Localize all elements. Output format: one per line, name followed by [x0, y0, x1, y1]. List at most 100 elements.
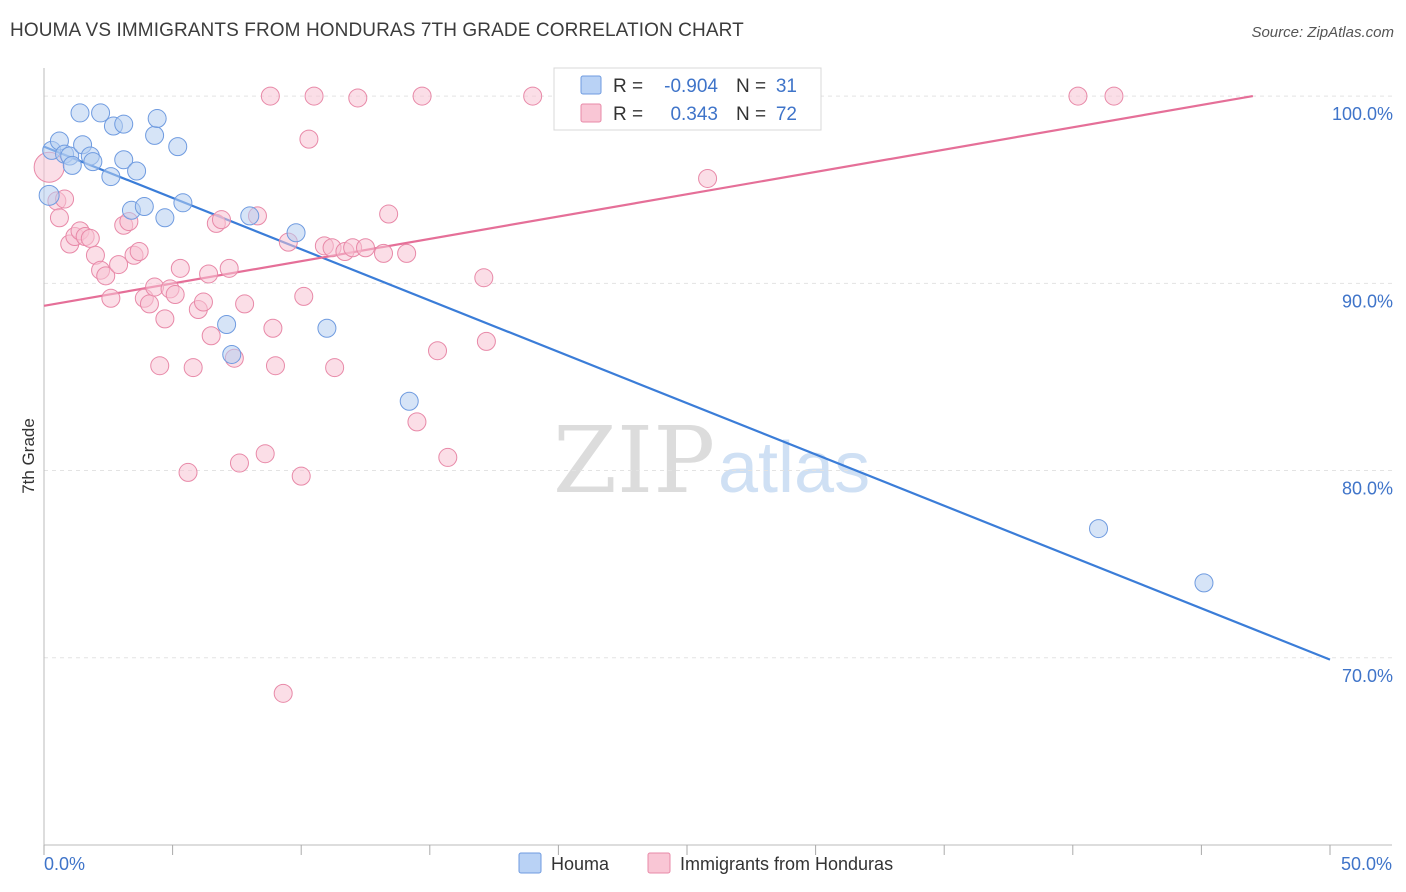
honduras-point — [374, 243, 394, 263]
houma-point — [101, 167, 121, 187]
houma-point — [134, 197, 154, 217]
honduras-point — [101, 288, 121, 308]
honduras-point — [219, 258, 239, 278]
houma-points — [38, 103, 1214, 593]
honduras-point — [304, 86, 324, 106]
y-axis-label: 7th Grade — [19, 418, 38, 494]
houma-point — [317, 318, 337, 338]
honduras-point — [155, 309, 175, 329]
honduras-point — [263, 318, 283, 338]
legend-r-label-houma: R = — [613, 76, 643, 97]
honduras-point — [294, 286, 314, 306]
bottom-legend-swatch-honduras — [647, 852, 671, 874]
bottom-legend-label-honduras: Immigrants from Honduras — [680, 854, 893, 874]
honduras-point — [291, 466, 311, 486]
honduras-point — [211, 210, 231, 230]
legend-r-value-honduras: 0.343 — [670, 104, 718, 125]
gridlines — [44, 95, 1392, 659]
honduras-point — [698, 168, 718, 188]
y-tick-label: 90.0% — [1342, 291, 1393, 311]
x-tick-label-max: 50.0% — [1341, 854, 1392, 874]
honduras-point — [193, 292, 213, 312]
houma-point — [127, 161, 147, 181]
honduras-point — [265, 356, 285, 376]
houma-point — [62, 155, 82, 175]
honduras-point — [379, 204, 399, 224]
y-tick-label: 70.0% — [1342, 666, 1393, 686]
legend-n-value-honduras: 72 — [776, 104, 797, 125]
houma-point — [114, 114, 134, 134]
honduras-point — [183, 358, 203, 378]
honduras-point — [109, 255, 129, 275]
honduras-point — [150, 356, 170, 376]
y-tick-label: 80.0% — [1342, 479, 1393, 499]
honduras-point — [523, 86, 543, 106]
houma-point — [286, 223, 306, 243]
honduras-points — [33, 86, 1124, 703]
houma-point — [83, 152, 103, 172]
honduras-point — [96, 266, 116, 286]
x-axis-ticks — [43, 845, 1331, 855]
legend-swatch-honduras — [580, 103, 602, 123]
honduras-point — [474, 268, 494, 288]
houma-point — [173, 193, 193, 213]
legend-swatch-houma — [580, 75, 602, 95]
honduras-trend-line — [43, 95, 1254, 307]
honduras-point — [348, 88, 368, 108]
honduras-point — [1104, 86, 1124, 106]
watermark: ZIP atlas — [553, 407, 870, 514]
honduras-point — [49, 208, 69, 228]
houma-point — [38, 184, 60, 206]
series-legend: Houma Immigrants from Honduras — [518, 852, 893, 874]
houma-point — [1089, 519, 1109, 539]
honduras-point — [273, 683, 293, 703]
houma-point — [145, 125, 165, 145]
houma-point — [222, 344, 242, 364]
houma-point — [155, 208, 175, 228]
honduras-point — [255, 444, 275, 464]
houma-point — [70, 103, 90, 123]
honduras-point — [229, 453, 249, 473]
honduras-point — [80, 228, 100, 248]
honduras-point — [325, 358, 345, 378]
honduras-point — [235, 294, 255, 314]
houma-point — [91, 103, 111, 123]
honduras-point — [165, 285, 185, 305]
houma-trend-line — [43, 145, 1331, 661]
stats-legend: R = -0.904 N = 31 R = 0.343 N = 72 — [553, 67, 822, 131]
legend-n-label-honduras: N = — [736, 104, 766, 125]
houma-point — [114, 150, 134, 170]
legend-n-label-houma: N = — [736, 76, 766, 97]
honduras-point — [412, 86, 432, 106]
y-tick-label: 100.0% — [1332, 104, 1393, 124]
honduras-point — [299, 129, 319, 149]
source-credit: Source: ZipAtlas.com — [1251, 24, 1394, 41]
bottom-legend-swatch-houma — [518, 852, 542, 874]
honduras-point — [201, 326, 221, 346]
honduras-point — [199, 264, 219, 284]
houma-point — [168, 137, 188, 157]
honduras-point — [139, 294, 159, 314]
honduras-point — [356, 238, 375, 258]
honduras-point — [407, 412, 427, 432]
honduras-point — [397, 243, 417, 263]
y-tick-labels: 70.0% 80.0% 90.0% 100.0% — [1332, 104, 1393, 686]
houma-point — [147, 109, 167, 129]
honduras-point — [178, 462, 198, 482]
honduras-point — [260, 86, 280, 106]
watermark-atlas: atlas — [718, 428, 870, 508]
honduras-point — [428, 341, 448, 361]
legend-r-label-honduras: R = — [613, 104, 643, 125]
honduras-point — [170, 258, 190, 278]
houma-point — [399, 391, 419, 411]
houma-point — [240, 206, 260, 226]
chart-title: HOUMA VS IMMIGRANTS FROM HONDURAS 7TH GR… — [10, 20, 744, 41]
x-tick-label-min: 0.0% — [44, 854, 85, 874]
honduras-point — [476, 331, 496, 351]
bottom-legend-label-houma: Houma — [551, 854, 610, 874]
honduras-point — [129, 241, 149, 261]
watermark-zip: ZIP — [553, 407, 715, 514]
legend-n-value-houma: 31 — [776, 76, 797, 97]
houma-point — [217, 315, 237, 335]
